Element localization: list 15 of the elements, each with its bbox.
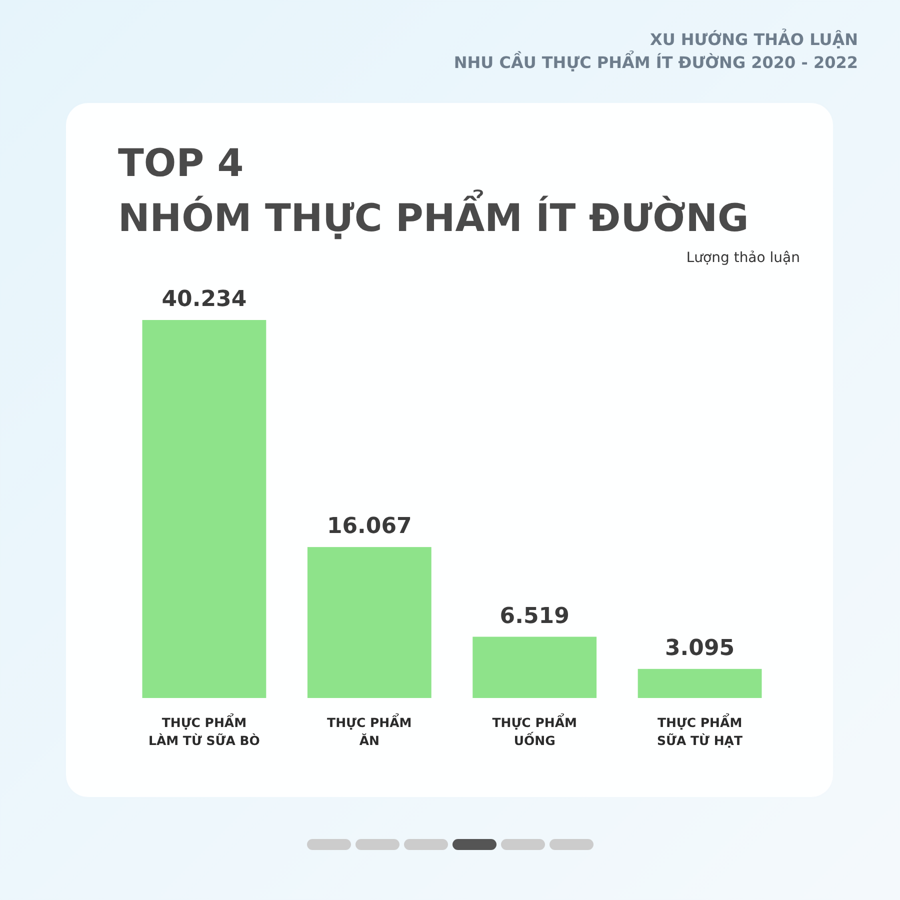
data-label: 3.095 xyxy=(664,636,735,661)
bar xyxy=(142,320,266,698)
chart-subtitle: XU HƯỚNG THẢO LUẬN NHU CẦU THỰC PHẨM ÍT ĐƯỜNG 2020 - 2022 xyxy=(454,28,858,72)
bar xyxy=(472,636,597,698)
x-tick-label: THỰC PHẨM UỐNG xyxy=(492,713,577,748)
data-label: 6.519 xyxy=(500,604,570,629)
data-label: 40.234 xyxy=(162,287,247,312)
x-tick-label: THỰC PHẨM LÀM TỪ SỮA BÒ xyxy=(148,713,260,748)
x-tick-label: THỰC PHẨM SỮA TỪ HẠT xyxy=(657,713,743,748)
y-axis-title: Lượng thảo luận xyxy=(686,250,800,266)
bar xyxy=(307,547,432,698)
data-label: 16.067 xyxy=(326,514,412,540)
bar xyxy=(638,668,762,698)
x-tick-label: THỰC PHẨM ĂN xyxy=(327,713,412,748)
chart-title: TOP 4 NHÓM THỰC PHẨM ÍT ĐƯỜNG xyxy=(118,141,749,240)
